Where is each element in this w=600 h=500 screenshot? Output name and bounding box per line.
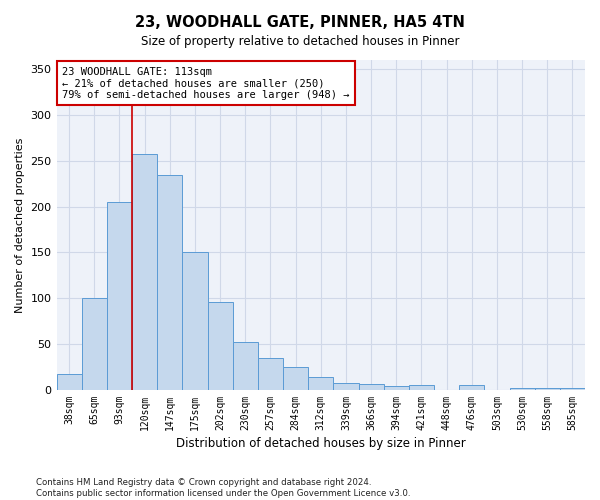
Bar [107, 202, 132, 390]
Bar [509, 388, 535, 390]
Text: 23 WOODHALL GATE: 113sqm
← 21% of detached houses are smaller (250)
79% of semi-: 23 WOODHALL GATE: 113sqm ← 21% of detach… [62, 66, 349, 100]
Y-axis label: Number of detached properties: Number of detached properties [15, 138, 25, 312]
Bar [56, 374, 82, 390]
Text: Contains HM Land Registry data © Crown copyright and database right 2024.
Contai: Contains HM Land Registry data © Crown c… [36, 478, 410, 498]
Bar [233, 342, 258, 390]
Bar [283, 367, 308, 390]
Bar [409, 386, 434, 390]
Bar [560, 388, 585, 390]
Text: Size of property relative to detached houses in Pinner: Size of property relative to detached ho… [141, 35, 459, 48]
Bar [334, 382, 359, 390]
Bar [208, 302, 233, 390]
Bar [258, 358, 283, 390]
Bar [308, 377, 334, 390]
Bar [535, 388, 560, 390]
Bar [383, 386, 409, 390]
Bar [459, 386, 484, 390]
X-axis label: Distribution of detached houses by size in Pinner: Distribution of detached houses by size … [176, 437, 466, 450]
Bar [182, 252, 208, 390]
Text: 23, WOODHALL GATE, PINNER, HA5 4TN: 23, WOODHALL GATE, PINNER, HA5 4TN [135, 15, 465, 30]
Bar [157, 174, 182, 390]
Bar [132, 154, 157, 390]
Bar [359, 384, 383, 390]
Bar [82, 298, 107, 390]
